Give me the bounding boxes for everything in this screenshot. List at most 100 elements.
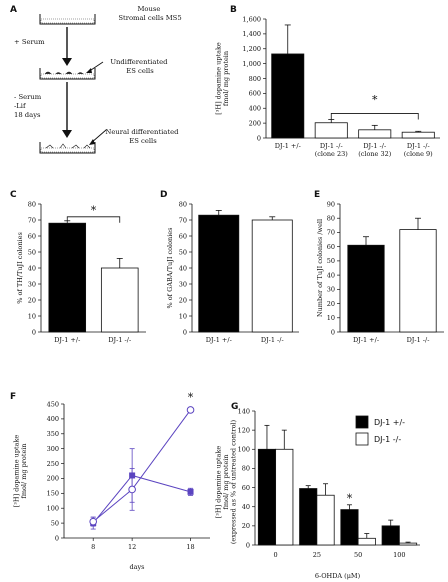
- panel-b-ytick-label: 1,200: [242, 45, 261, 53]
- panel-f-ytick-label: 350: [47, 430, 59, 438]
- xtick-label: 18: [186, 543, 194, 551]
- panel-f-ytick-label: 300: [47, 445, 59, 453]
- category-label: DJ-1 +/-: [275, 142, 301, 150]
- bar: [198, 214, 240, 333]
- panel-e-ytick-label: 40: [327, 271, 335, 279]
- y-axis-label-line: % of TH/TuJI colonies: [16, 232, 24, 304]
- bar: [399, 229, 437, 333]
- category-label: DJ-1 +/-: [206, 336, 232, 344]
- pointer-arrow-icon: [86, 61, 104, 73]
- panel-letter: F: [10, 392, 16, 402]
- significance-bracket: [66, 216, 121, 223]
- panel-e-ytick-label: 70: [327, 229, 335, 237]
- y-axis-label-line: (expressed as % of untreated control): [230, 419, 238, 544]
- culture-dish-top: [39, 14, 96, 25]
- panel-a: A: [10, 5, 182, 154]
- bar: [271, 53, 305, 139]
- panel-e-ytick-label: 0: [331, 328, 335, 336]
- panel-d-ytick-label: 30: [179, 280, 187, 288]
- bar: [48, 222, 87, 333]
- panel-c-ytick-label: 10: [28, 312, 36, 320]
- y-axis-label-line: fmol/ mg protein: [222, 454, 230, 509]
- data-point-square: [187, 488, 194, 495]
- y-axis-label-line: % of GABA/TuJI colonies: [166, 228, 174, 309]
- panel-g-ytick-label: 40: [242, 503, 250, 511]
- arrow-down-icon: [62, 27, 72, 66]
- panel-c-ytick-label: 60: [28, 232, 36, 240]
- panel-g-ytick-label: 0: [246, 541, 250, 549]
- panel-c-chart: C 0 10 20 30 40 50 60 70 80 % of TH/TuJI colonies D…: [10, 190, 146, 344]
- panel-d-ytick-label: 60: [179, 232, 187, 240]
- series-line: [92, 474, 191, 524]
- panel-e-ytick-label: 10: [327, 314, 335, 322]
- panel-g-ytick-label: 120: [238, 426, 250, 434]
- category-label: DJ-1 +/-: [353, 336, 379, 344]
- panel-e-chart: E 0 10 20 30 40 50 60 70 80 90 Number of TuJI colon…: [314, 190, 444, 344]
- x-axis-label: days: [129, 563, 144, 571]
- label-neural: Neural differentiated ES cells: [105, 128, 180, 145]
- bar: [314, 122, 348, 139]
- panel-d-ytick-label: 40: [179, 264, 187, 272]
- panel-d-ytick-label: 80: [179, 200, 187, 208]
- category-label: DJ-1 -/-: [407, 336, 430, 344]
- data-point-circle: [186, 406, 195, 414]
- bar: [257, 448, 277, 546]
- bar: [299, 488, 318, 546]
- panel-b-ytick-label: 1,400: [242, 30, 261, 38]
- bar: [275, 448, 294, 546]
- panel-letter: G: [231, 402, 238, 412]
- panel-c-ytick-label: 50: [28, 248, 36, 256]
- label-plus-serum: + Serum: [14, 38, 45, 46]
- y-axis-label-line: [³H] dopamine uptake: [214, 42, 222, 115]
- panel-c-ytick-label: 0: [32, 328, 36, 336]
- bar: [251, 219, 293, 333]
- label-minus-serum: - Serum -Lif 18 days: [14, 93, 43, 119]
- category-label: 100: [393, 551, 405, 559]
- bar: [347, 244, 385, 333]
- panel-f-ytick-label: 200: [47, 475, 59, 483]
- panel-a-letter: A: [10, 5, 17, 15]
- panel-d-ytick-label: 70: [179, 216, 187, 224]
- y-axis-label-line: [³H] dopamine uptake: [12, 435, 20, 508]
- label-undifferentiated: Undifferentiated ES cells: [110, 58, 169, 75]
- y-axis-label: [³H] dopamine uptake fmol/ mg protein (exp…: [215, 419, 238, 544]
- bar: [340, 509, 359, 546]
- panel-b-ytick-label: 1,000: [242, 60, 261, 68]
- x-axis-label: 6-OHDA (μM): [315, 572, 361, 580]
- significance-marker: *: [372, 93, 378, 106]
- y-axis-label: % of GABA/TuJI colonies: [166, 228, 174, 309]
- panel-d-ytick-label: 50: [179, 248, 187, 256]
- panel-f-ytick-label: 250: [47, 460, 59, 468]
- panel-c-ytick-label: 30: [28, 280, 36, 288]
- panel-b-ytick-label: 1,600: [242, 15, 261, 23]
- y-axis-label-line: fmol/ mg protein: [20, 443, 28, 498]
- panel-g-ytick-label: 100: [238, 446, 250, 454]
- panel-b-ytick-label: 600: [249, 90, 261, 98]
- bar: [316, 494, 335, 546]
- bar: [398, 542, 418, 546]
- y-axis-label: % of TH/TuJI colonies: [16, 232, 24, 304]
- y-axis-label: Number of TuJI colonies /well: [316, 219, 324, 317]
- y-axis-label-line: fmol/ mg protein: [222, 51, 230, 106]
- bar: [357, 537, 376, 546]
- arrow-down-icon: [62, 82, 72, 138]
- panel-c-ytick-label: 70: [28, 216, 36, 224]
- panel-g-ytick-label: 140: [238, 407, 250, 415]
- bar: [381, 525, 400, 546]
- xtick-label: 12: [128, 543, 136, 551]
- panel-f-ytick-label: 0: [55, 534, 59, 542]
- category-label: 25: [313, 551, 321, 559]
- panel-letter: C: [10, 190, 17, 200]
- legend-swatch: [355, 415, 369, 429]
- y-axis-label-line: [³H] dopamine uptake: [215, 446, 223, 519]
- bar: [358, 129, 392, 139]
- significance-marker: *: [91, 204, 97, 217]
- category-label: DJ-1 -/-(clone 9): [404, 142, 433, 158]
- pointer-arrow-icon: [89, 129, 107, 145]
- panel-d-ytick-label: 0: [183, 328, 187, 336]
- panel-e-ytick-label: 30: [327, 286, 335, 294]
- label-mouse-stromal: Mouse Stromal cells MS5: [118, 5, 181, 22]
- category-label: DJ-1 -/-: [261, 336, 284, 344]
- panel-b-chart: B 0 200 400 600 800 1,000 1,200 1,400 1,600 [³H] d…: [214, 5, 440, 158]
- xtick-label: 8: [91, 543, 95, 551]
